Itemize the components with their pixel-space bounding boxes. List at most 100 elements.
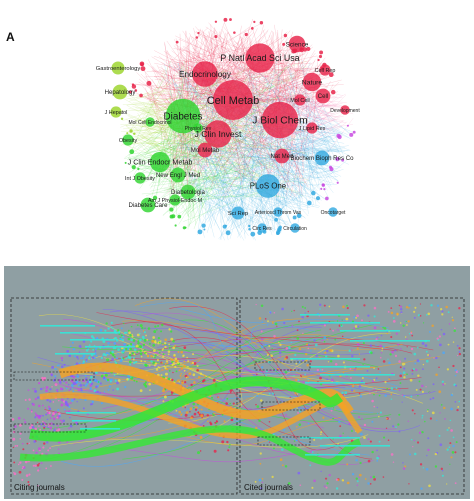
cited-journal-point <box>260 330 263 333</box>
citing-journal-point <box>36 421 39 424</box>
citing-journal-point <box>34 397 37 401</box>
journal-node-label: Development <box>330 108 360 114</box>
edge <box>288 110 332 167</box>
cited-journal-point <box>386 418 388 420</box>
edge <box>144 72 236 78</box>
citing-journal-point <box>112 347 115 350</box>
cited-journal-point <box>294 392 297 395</box>
citation-curve <box>62 350 306 378</box>
edge <box>248 190 292 230</box>
cited-journal-point <box>356 343 360 346</box>
journal-node-label: Oncotarget <box>321 210 346 216</box>
cited-journal-point <box>440 404 443 406</box>
citing-journal-point <box>58 364 60 367</box>
edge <box>262 30 287 108</box>
edge <box>128 138 260 160</box>
cited-journal-point <box>298 423 302 426</box>
cited-journal-point <box>346 481 350 485</box>
cited-journal-point <box>260 487 263 490</box>
edge <box>209 82 222 223</box>
cited-journal-point <box>329 328 331 330</box>
cited-journal-point <box>412 446 414 448</box>
edge <box>136 63 259 122</box>
cited-journal-point <box>450 393 454 397</box>
cited-journal-point <box>402 324 405 327</box>
journal-node <box>319 64 331 76</box>
edge <box>303 115 348 135</box>
journal-node <box>122 134 134 146</box>
cited-journal-point <box>452 341 455 343</box>
cited-journal-point <box>382 345 385 348</box>
citing-journal-point <box>70 398 74 402</box>
citing-journal-point <box>164 338 168 342</box>
citing-journal-point <box>196 368 199 372</box>
cited-journal-point <box>455 441 458 444</box>
edge <box>170 58 289 74</box>
citing-journal-point <box>139 332 141 335</box>
edge <box>160 69 176 80</box>
cited-journal-point <box>322 416 325 419</box>
journal-node-label: Am J Physiol-Endoc M <box>148 198 203 204</box>
citing-journal-point <box>34 427 37 431</box>
citing-journal-point <box>105 322 108 325</box>
cited-journal-point <box>342 305 345 309</box>
edge <box>168 124 283 228</box>
panel-a-label: A <box>6 30 15 44</box>
cited-journal-point <box>446 368 450 371</box>
citing-journal-point <box>184 406 187 409</box>
cited-journal-point <box>346 304 349 307</box>
edge <box>249 62 311 228</box>
edge <box>235 108 333 175</box>
citing-journal-point <box>39 428 42 431</box>
citing-journal-point <box>46 418 49 421</box>
cited-journal-point <box>306 363 309 367</box>
cited-journal-point <box>379 371 381 373</box>
edge <box>175 100 344 121</box>
journal-node-label: Mol Cell <box>290 98 309 104</box>
cited-journal-point <box>392 320 396 323</box>
cited-journal-point <box>404 336 407 338</box>
edge <box>287 64 314 177</box>
citing-journal-point <box>56 364 59 367</box>
edge <box>169 154 317 187</box>
edge <box>241 42 262 120</box>
edge <box>144 110 249 165</box>
cited-journal-point <box>371 399 374 403</box>
edge <box>290 156 300 218</box>
edge <box>136 136 233 193</box>
citing-journal-point <box>217 396 220 399</box>
cited-journal-point <box>370 351 373 355</box>
edge <box>250 167 273 236</box>
cited-journal-point <box>408 304 411 307</box>
citing-journal-point <box>41 452 44 456</box>
cited-journal-point <box>423 420 426 423</box>
journal-node-label: J Hepatol <box>105 110 128 116</box>
citing-journal-point <box>150 360 153 363</box>
highlight-box <box>13 371 95 381</box>
edge <box>185 144 249 236</box>
citing-journal-point <box>49 426 53 430</box>
citing-journal-point <box>104 329 107 332</box>
cited-journal-point <box>379 411 382 414</box>
cited-journal-point <box>297 471 301 475</box>
citing-journal-point <box>72 382 76 385</box>
citing-journal-point <box>177 379 180 382</box>
cited-journal-point <box>453 329 457 332</box>
journal-node <box>328 207 338 217</box>
citing-journal-point <box>45 386 49 389</box>
edge <box>160 120 211 190</box>
edge <box>154 50 287 119</box>
citing-journal-point <box>154 341 157 344</box>
cited-journal-point <box>382 436 386 439</box>
citing-journal-point <box>18 470 22 474</box>
citing-journal-point <box>108 385 111 388</box>
citing-journal-point <box>97 381 100 383</box>
peripheral-node <box>336 181 339 184</box>
cited-journal-point <box>346 463 349 466</box>
citing-journal-point <box>158 351 161 354</box>
peripheral-node <box>248 227 251 231</box>
citing-journals-box <box>10 297 238 495</box>
citing-journal-point <box>186 356 188 359</box>
cited-journal-point <box>339 425 342 428</box>
citing-journal-point <box>168 343 170 346</box>
